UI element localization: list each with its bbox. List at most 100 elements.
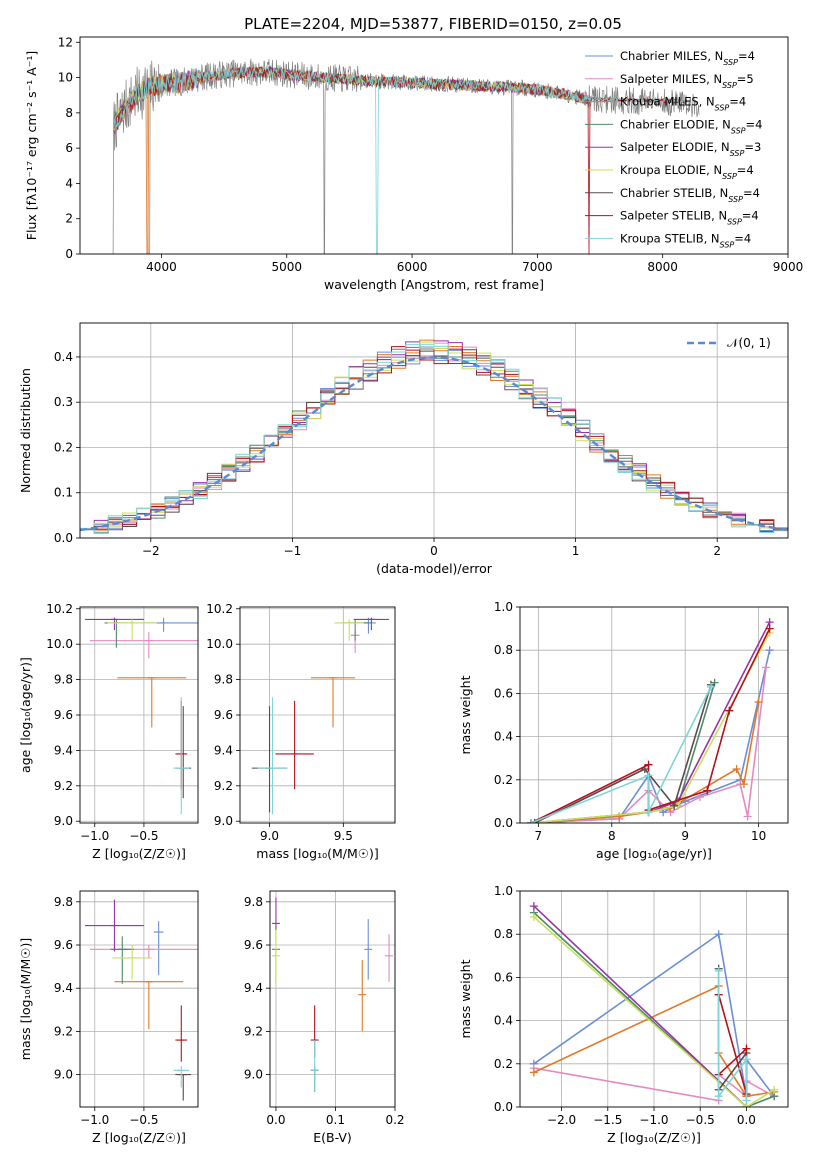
y-tick-label: 0.0 — [494, 816, 513, 830]
legend-label-normal: 𝒩(0, 1) — [727, 336, 771, 350]
legend-label-1: Salpeter MILES, NSSP=5 — [620, 72, 754, 90]
legend-sub: SSP — [720, 240, 735, 249]
y-axis-label: Flux [fλ10⁻¹⁷ erg cm⁻² s⁻¹ A⁻¹] — [24, 51, 39, 240]
weight-marker — [725, 706, 734, 715]
x-tick-label: 0.0 — [266, 1113, 285, 1127]
y-tick-label: 0.8 — [494, 927, 513, 941]
x-tick-label: −1 — [284, 544, 302, 558]
plot-area-mass_vs_ebv — [270, 891, 395, 1107]
y-tick-label: 9.8 — [54, 895, 73, 909]
x-axis-label: Z [log₁₀(Z/Z☉)] — [92, 846, 186, 861]
x-tick-label: 2 — [713, 544, 721, 558]
y-tick-label: 0 — [65, 247, 73, 261]
axes-frame — [79, 890, 199, 1108]
x-tick-label: −1.5 — [593, 1113, 622, 1127]
y-tick-label: 10.2 — [46, 602, 73, 616]
legend-label-5: Kroupa ELODIE, NSSP=4 — [620, 163, 754, 181]
x-tick-label: −0.5 — [129, 829, 158, 843]
legend-sub: SSP — [728, 194, 743, 203]
x-tick-label: 0.1 — [326, 1113, 345, 1127]
y-tick-label: 8 — [65, 106, 73, 120]
legend-label-3: Chabrier ELODIE, NSSP=4 — [620, 117, 762, 135]
legend-n: =4 — [737, 163, 754, 177]
legend-sub: SSP — [715, 103, 730, 112]
y-axis-label: mass weight — [458, 959, 473, 1038]
y-axis-label: mass weight — [458, 675, 473, 754]
x-tick-label: 9 — [681, 829, 689, 843]
weight-marker — [529, 902, 538, 911]
y-tick-label: 0.4 — [494, 730, 513, 744]
y-tick-label: 0.2 — [494, 773, 513, 787]
figure-title: PLATE=2204, MJD=53877, FIBERID=0150, z=0… — [244, 15, 622, 33]
weight-line-5 — [533, 916, 775, 1107]
x-tick-label: 9.0 — [260, 829, 279, 843]
weight-marker — [742, 1096, 751, 1105]
weight-marker — [714, 966, 723, 975]
y-tick-label: 9.4 — [54, 743, 73, 757]
y-tick-label: 0.2 — [54, 440, 73, 454]
y-tick-label: 9.4 — [54, 981, 73, 995]
x-axis-label: Z [log₁₀(Z/Z☉)] — [607, 1130, 701, 1145]
weight-marker — [703, 786, 712, 795]
x-tick-label: −1.0 — [80, 829, 109, 843]
weight-marker — [770, 1085, 779, 1094]
x-tick-label: 0 — [430, 544, 438, 558]
legend-label-7: Salpeter STELIB, NSSP=4 — [620, 209, 759, 227]
panel-age_vs_z: −1.0 −0.5 9.0 9.2 9.4 9.6 9.8 10.0 10.2 Z [log₁₀(… — [18, 602, 199, 861]
legend-n: =4 — [743, 186, 760, 200]
y-tick-label: 0.0 — [54, 531, 73, 545]
y-tick-label: 0.8 — [494, 643, 513, 657]
axes-frame — [519, 890, 789, 1108]
weight-marker — [644, 760, 653, 769]
y-tick-label: 9.6 — [54, 708, 73, 722]
legend-name: Chabrier ELODIE, N — [620, 117, 731, 131]
y-tick-label: 9.4 — [244, 981, 263, 995]
y-tick-label: 9.0 — [54, 814, 73, 828]
y-tick-label: 9.6 — [244, 938, 263, 952]
legend-sub: SSP — [722, 172, 737, 181]
plot-area-massweight_vs_age — [520, 607, 788, 823]
x-tick-label: 6000 — [397, 260, 428, 274]
weight-marker — [670, 801, 679, 810]
legend-sub: SSP — [730, 149, 745, 158]
weight-marker — [742, 1055, 751, 1064]
x-tick-label: −0.5 — [129, 1113, 158, 1127]
weight-marker — [743, 812, 752, 821]
x-tick-label: 9000 — [773, 260, 804, 274]
y-tick-label: 9.0 — [54, 1068, 73, 1082]
y-tick-label: 4 — [65, 176, 73, 190]
legend-name: Chabrier MILES, N — [620, 49, 723, 63]
axes-frame — [79, 322, 789, 539]
weight-marker — [739, 780, 748, 789]
y-tick-label: 0.6 — [494, 970, 513, 984]
y-tick-label: 9.2 — [54, 779, 73, 793]
histogram-4 — [80, 340, 788, 532]
legend-name: Salpeter ELODIE, N — [620, 140, 730, 154]
y-tick-label: 9.8 — [54, 673, 73, 687]
y-tick-label: 12 — [58, 35, 73, 49]
weight-line-4 — [533, 905, 747, 1107]
y-tick-label: 0.4 — [54, 350, 73, 364]
legend-label-2: Kroupa MILES, NSSP=4 — [620, 95, 746, 113]
y-tick-label: 6 — [65, 141, 73, 155]
y-tick-label: 2 — [65, 212, 73, 226]
legend-label-4: Salpeter ELODIE, NSSP=3 — [620, 140, 761, 158]
panel-mass_vs_z: −1.0 −0.5 9.0 9.2 9.4 9.6 9.8 Z [log₁₀(Z/Z☉)] ma… — [18, 890, 199, 1145]
axes-frame — [79, 606, 199, 824]
model-spectrum-line-8 — [113, 66, 688, 254]
panel-age_vs_mass: 9.0 9.5 9.0 9.2 9.4 9.6 9.8 10.0 10.2 mass [log₁₀… — [206, 602, 396, 861]
x-tick-label: 8000 — [647, 260, 678, 274]
weight-marker — [765, 624, 774, 633]
y-tick-label: 9.2 — [244, 1024, 263, 1038]
y-tick-label: 10 — [58, 71, 73, 85]
weight-marker — [529, 1068, 538, 1077]
y-tick-label: 10.0 — [206, 637, 233, 651]
x-axis-label: wavelength [Angstrom, rest frame] — [324, 277, 544, 292]
x-tick-label: 0.2 — [385, 1113, 404, 1127]
weight-marker — [714, 1092, 723, 1101]
y-tick-label: 9.0 — [214, 814, 233, 828]
weight-marker — [754, 698, 763, 707]
plot-area-mass_vs_z — [80, 891, 198, 1107]
x-tick-label: −1.0 — [80, 1113, 109, 1127]
